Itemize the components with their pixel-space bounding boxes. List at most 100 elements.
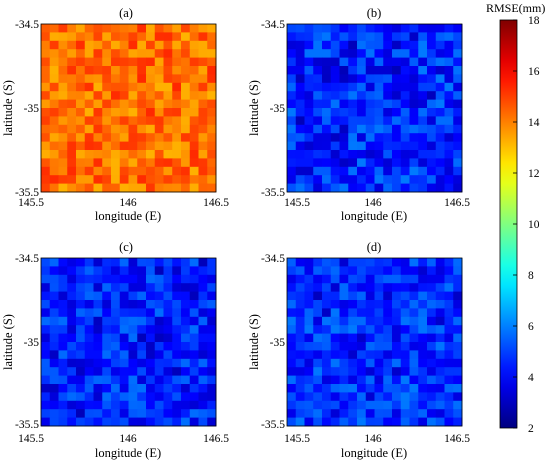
heatmap-cell: [348, 300, 358, 309]
heatmap-cell: [49, 384, 59, 393]
heatmap-cell: [198, 141, 208, 151]
heatmap-cell: [198, 91, 208, 100]
heatmap-cell: [365, 175, 375, 184]
heatmap-cell: [93, 342, 103, 351]
heatmap-cell: [453, 150, 463, 159]
heatmap-cell: [41, 74, 51, 84]
heatmap-cell: [102, 74, 112, 84]
heatmap-cell: [339, 57, 349, 67]
heatmap-cell: [357, 375, 367, 385]
heatmap-cell: [295, 417, 305, 427]
heatmap-cell: [304, 133, 314, 142]
heatmap-cell: [181, 166, 191, 176]
heatmap-cell: [93, 266, 103, 276]
heatmap-cell: [76, 116, 86, 126]
heatmap-cell: [198, 124, 208, 134]
heatmap-cell: [418, 350, 428, 360]
heatmap-cell: [348, 32, 358, 42]
heatmap-cell: [128, 400, 138, 410]
heatmap-cell: [339, 124, 349, 134]
heatmap-cell: [189, 116, 199, 126]
heatmap-cell: [137, 350, 147, 360]
heatmap-cell: [67, 82, 77, 92]
heatmap-cell: [41, 325, 51, 334]
heatmap-cell: [102, 82, 112, 92]
heatmap-cell: [409, 325, 419, 334]
heatmap-cell: [330, 384, 340, 393]
heatmap-cell: [400, 350, 410, 360]
heatmap-cell: [93, 40, 103, 50]
heatmap-cell: [365, 91, 375, 100]
heatmap-cell: [418, 108, 428, 117]
heatmap-cell: [84, 409, 94, 418]
heatmap-cell: [189, 266, 199, 276]
heatmap-cell: [67, 150, 77, 159]
heatmap-cell: [435, 133, 445, 142]
heatmap-cell: [444, 183, 454, 193]
heatmap-cell: [435, 266, 445, 276]
heatmap-cell: [400, 367, 410, 376]
heatmap-cell: [189, 175, 199, 184]
heatmap-cell: [392, 124, 402, 134]
heatmap-cell: [287, 133, 297, 142]
heatmap-cell: [84, 74, 94, 84]
heatmap-cell: [163, 300, 173, 309]
heatmap-cell: [418, 384, 428, 393]
heatmap-cell: [427, 57, 437, 67]
heatmap-cell: [137, 175, 147, 184]
heatmap-cell: [418, 57, 428, 67]
heatmap-cell: [128, 316, 138, 326]
heatmap-cell: [67, 258, 77, 267]
heatmap-cell: [128, 274, 138, 284]
heatmap-cell: [111, 291, 121, 301]
heatmap-cell: [304, 141, 314, 151]
heatmap-cell: [339, 316, 349, 326]
heatmap-cell: [93, 133, 103, 142]
heatmap-cell: [49, 291, 59, 301]
heatmap-cell: [400, 57, 410, 67]
heatmap-cell: [287, 300, 297, 309]
heatmap-cell: [189, 258, 199, 267]
heatmap-cell: [41, 175, 51, 184]
heatmap-cell: [330, 141, 340, 151]
heatmap-cell: [348, 40, 358, 50]
heatmap-cell: [111, 358, 121, 368]
heatmap-cell: [418, 24, 428, 33]
heatmap-cell: [427, 32, 437, 42]
heatmap-cell: [295, 91, 305, 100]
heatmap-cell: [322, 316, 332, 326]
heatmap-cell: [295, 183, 305, 193]
heatmap-cell: [76, 49, 86, 58]
panel-c: (c) -34.5 -35 -35.5 145.5 146 146.5 long…: [1, 240, 229, 460]
heatmap-cell: [172, 367, 182, 376]
heatmap-cell: [137, 258, 147, 267]
heatmap-cell: [330, 150, 340, 159]
heatmap-cell: [49, 283, 59, 292]
heatmap-cell: [67, 91, 77, 100]
heatmap-cell: [41, 141, 51, 151]
heatmap-cell: [418, 99, 428, 109]
heatmap-cell: [154, 316, 164, 326]
heatmap-cell: [128, 392, 138, 402]
heatmap-cell: [330, 258, 340, 267]
heatmap-cell: [392, 258, 402, 267]
heatmap-cell: [374, 274, 384, 284]
heatmap-cell: [304, 400, 314, 410]
heatmap-cell: [102, 316, 112, 326]
heatmap-cell: [339, 291, 349, 301]
panel-a-ylabel: latitude (S): [1, 80, 15, 136]
heatmap-cell: [330, 367, 340, 376]
heatmap-cell: [49, 308, 59, 318]
heatmap-cell: [453, 99, 463, 109]
heatmap-cell: [409, 342, 419, 351]
heatmap-cell: [348, 57, 358, 67]
heatmap-cell: [163, 40, 173, 50]
heatmap-cell: [374, 158, 384, 168]
heatmap-cell: [102, 358, 112, 368]
heatmap-cell: [172, 316, 182, 326]
heatmap-cell: [41, 99, 51, 109]
heatmap-cell: [93, 384, 103, 393]
heatmap-cell: [76, 325, 86, 334]
heatmap-cell: [172, 158, 182, 168]
colorbar-title: RMSE(mm): [486, 1, 545, 15]
